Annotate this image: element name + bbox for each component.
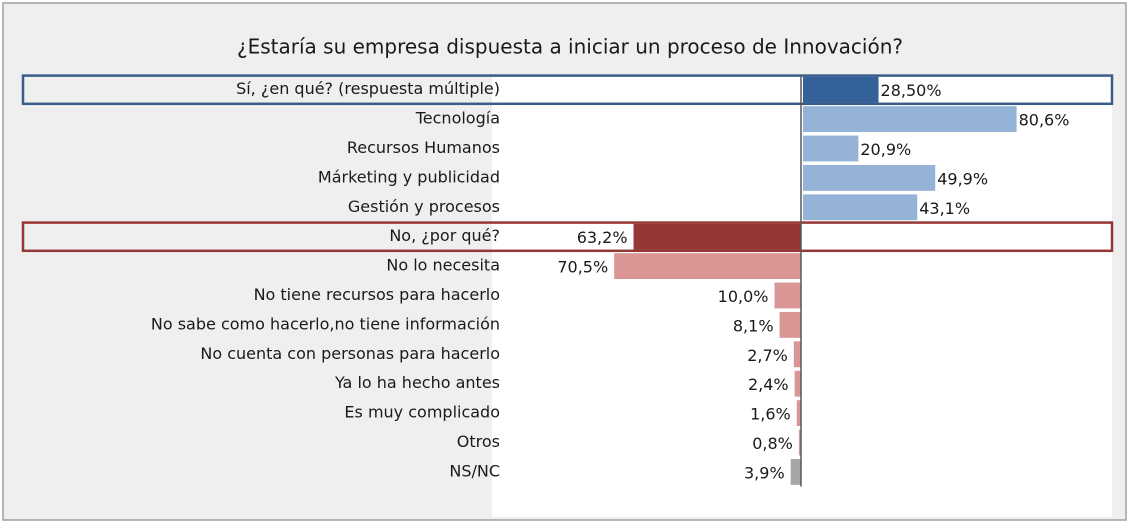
bar: [796, 400, 801, 427]
bar: [633, 223, 801, 250]
value-label: 20,9%: [860, 140, 911, 159]
plot-area: [492, 75, 1112, 517]
category-label: Recursos Humanos: [347, 138, 500, 157]
category-label: Gestión y procesos: [348, 197, 500, 216]
value-label: 2,4%: [748, 375, 789, 394]
value-label: 0,8%: [752, 434, 793, 453]
category-label: No lo necesita: [386, 256, 500, 275]
value-label: 49,9%: [937, 169, 988, 188]
category-label: Sí, ¿en qué? (respuesta múltiple): [236, 79, 500, 98]
bar: [779, 311, 801, 338]
bar: [793, 341, 801, 368]
category-label: No sabe como hacerlo,no tiene informació…: [151, 314, 500, 333]
category-label: Tecnología: [415, 109, 500, 128]
value-label: 1,6%: [750, 405, 791, 424]
bar: [803, 76, 879, 103]
value-label: 10,0%: [718, 287, 769, 306]
bar: [803, 135, 859, 162]
value-label: 28,50%: [881, 81, 942, 100]
bar: [774, 282, 801, 309]
bar: [614, 253, 801, 280]
value-label: 8,1%: [733, 316, 774, 335]
category-label: No, ¿por qué?: [389, 226, 500, 245]
category-label: No tiene recursos para hacerlo: [254, 285, 500, 304]
chart-title: ¿Estaría su empresa dispuesta a iniciar …: [237, 35, 903, 59]
value-label: 63,2%: [577, 228, 628, 247]
category-label: Márketing y publicidad: [318, 167, 500, 186]
value-label: 43,1%: [919, 199, 970, 218]
value-label: 3,9%: [744, 463, 785, 482]
category-label: No cuenta con personas para hacerlo: [200, 344, 500, 363]
bar: [790, 458, 801, 485]
bar: [803, 164, 936, 191]
value-label: 80,6%: [1019, 111, 1070, 130]
highlight-box: [21, 74, 1114, 106]
category-label: Otros: [457, 432, 500, 451]
category-label: NS/NC: [449, 461, 500, 480]
bar: [794, 370, 801, 397]
value-label: 2,7%: [747, 346, 788, 365]
highlight-box: [21, 221, 1114, 253]
bar: [803, 106, 1017, 133]
bar: [798, 429, 801, 456]
category-label: Ya lo ha hecho antes: [334, 373, 500, 392]
bar: [803, 194, 918, 221]
value-label: 70,5%: [557, 258, 608, 277]
category-label: Es muy complicado: [344, 403, 500, 422]
